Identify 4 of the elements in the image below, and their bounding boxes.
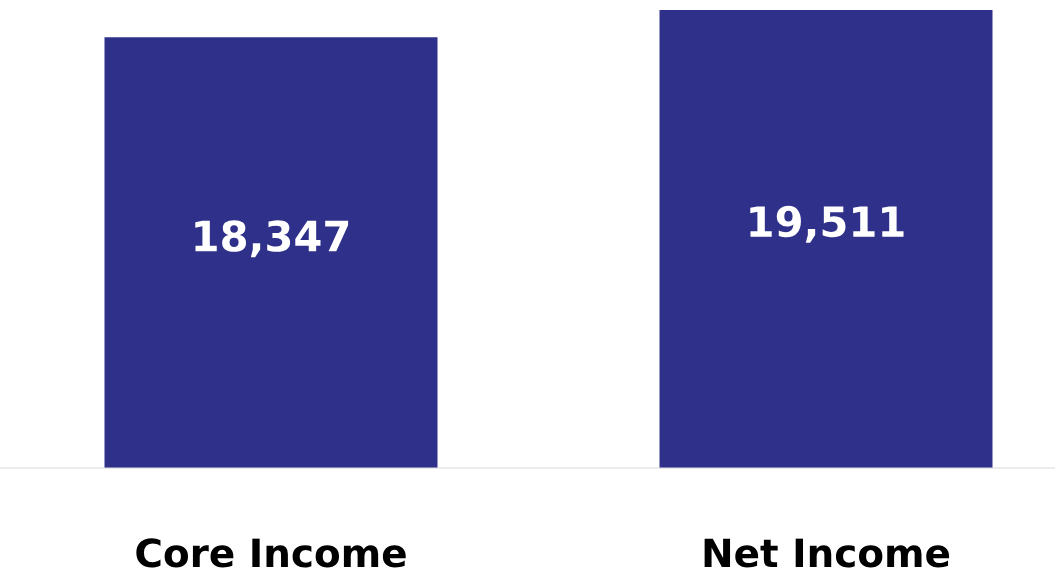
- data-label: 18,347: [195, 220, 349, 258]
- x-tick-label: Core Income: [136, 538, 406, 568]
- data-label: 19,511: [750, 205, 904, 243]
- x-tick-label: Net Income: [704, 538, 950, 568]
